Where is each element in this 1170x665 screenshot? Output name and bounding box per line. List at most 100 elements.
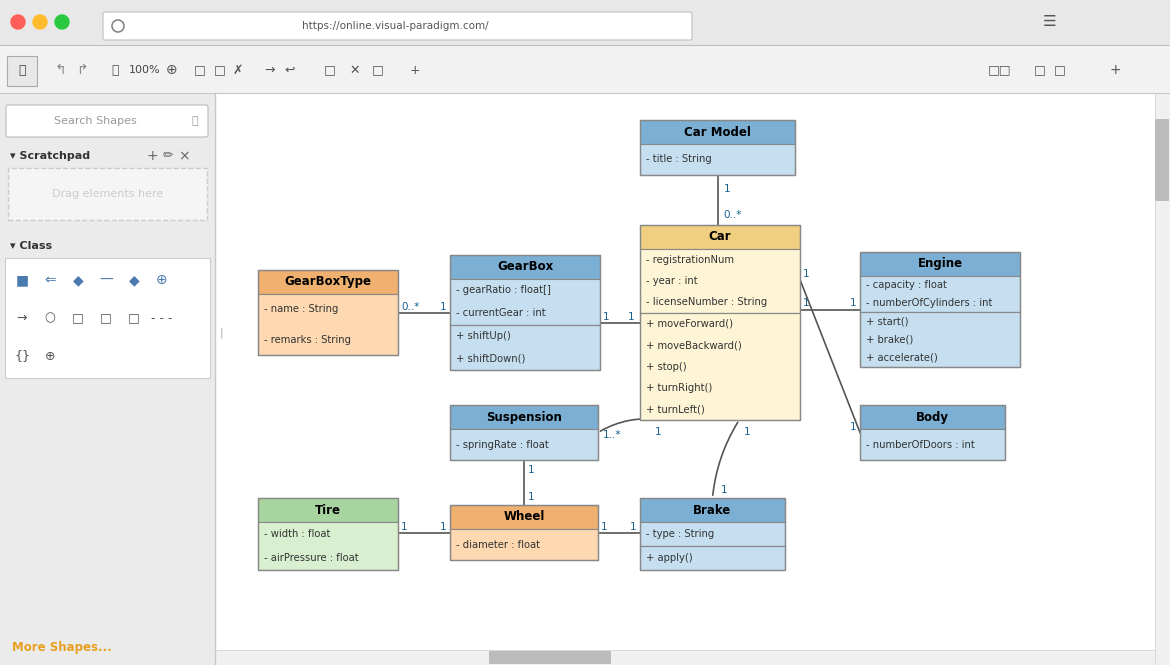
Text: +: + [146, 149, 158, 163]
Text: 💾: 💾 [19, 63, 26, 76]
Text: ○: ○ [44, 311, 55, 325]
Text: + turnRight(): + turnRight() [646, 383, 713, 393]
Text: 1: 1 [849, 299, 856, 309]
Text: + accelerate(): + accelerate() [866, 353, 937, 363]
Text: - numberOfCylinders : int: - numberOfCylinders : int [866, 299, 992, 309]
Text: + turnLeft(): + turnLeft() [646, 404, 704, 414]
Text: - numberOfDoors : int: - numberOfDoors : int [866, 440, 975, 450]
Text: - capacity : float: - capacity : float [866, 280, 947, 290]
Text: + brake(): + brake() [866, 334, 914, 344]
Circle shape [33, 15, 47, 29]
Bar [450, 255, 600, 370]
Text: ↩: ↩ [284, 63, 295, 76]
Text: 🔍: 🔍 [111, 63, 118, 76]
Circle shape [55, 15, 69, 29]
Text: https://online.visual-paradigm.com/: https://online.visual-paradigm.com/ [302, 21, 488, 31]
Text: Tire: Tire [315, 503, 340, 517]
Text: + stop(): + stop() [646, 362, 687, 372]
Bar [450, 529, 598, 560]
Text: |: | [219, 327, 222, 338]
Text: □: □ [372, 63, 384, 76]
Text: ◆: ◆ [73, 273, 83, 287]
Text: 1: 1 [723, 184, 730, 194]
Text: 100%: 100% [129, 65, 160, 75]
Text: GearBoxType: GearBoxType [284, 275, 372, 289]
Text: ⊕: ⊕ [44, 350, 55, 362]
Text: +: + [410, 63, 420, 76]
Text: 🔍: 🔍 [192, 116, 198, 126]
Bar [860, 252, 1020, 367]
Bar [450, 429, 598, 460]
Text: 1: 1 [849, 422, 856, 432]
Text: - remarks : String: - remarks : String [264, 334, 351, 344]
Text: 1: 1 [655, 427, 661, 437]
Text: Drag elements here: Drag elements here [51, 189, 163, 199]
Bar [640, 225, 800, 420]
Bar [259, 522, 398, 570]
Text: - springRate : float: - springRate : float [456, 440, 549, 450]
Text: 1: 1 [528, 492, 535, 502]
Text: ↰: ↰ [54, 63, 66, 77]
Text: - name : String: - name : String [264, 305, 338, 315]
Text: ✗: ✗ [233, 63, 243, 76]
FancyBboxPatch shape [489, 651, 611, 664]
Text: →: → [264, 63, 275, 76]
Text: 1: 1 [401, 521, 407, 531]
Text: 1: 1 [440, 521, 446, 531]
Bar [0, 45, 1170, 93]
Bar [450, 255, 600, 279]
Text: 0..*: 0..* [723, 210, 742, 220]
Text: - width : float: - width : float [264, 529, 330, 539]
Text: □: □ [214, 63, 226, 76]
Text: ▾ Class: ▾ Class [11, 241, 53, 251]
Bar [640, 120, 794, 175]
Text: - licenseNumber : String: - licenseNumber : String [646, 297, 768, 307]
Bar [1155, 93, 1170, 665]
Text: ⊕: ⊕ [166, 63, 178, 77]
Bar [640, 546, 785, 570]
Bar [640, 249, 800, 313]
Bar [640, 522, 785, 546]
Text: Car Model: Car Model [684, 126, 751, 138]
Text: 1: 1 [629, 521, 636, 531]
Bar [860, 313, 1020, 367]
Text: - type : String: - type : String [646, 529, 714, 539]
Text: - registrationNum: - registrationNum [646, 255, 734, 265]
Text: Wheel: Wheel [503, 511, 545, 523]
Text: ↱: ↱ [76, 63, 88, 77]
FancyBboxPatch shape [103, 12, 691, 40]
Text: Engine: Engine [917, 257, 963, 271]
Text: 1: 1 [528, 465, 535, 475]
Bar [259, 498, 398, 522]
Text: 1: 1 [627, 311, 634, 321]
Text: GearBox: GearBox [497, 261, 553, 273]
Text: →: → [16, 311, 27, 325]
Text: —: — [99, 273, 112, 287]
Text: - diameter : float: - diameter : float [456, 539, 541, 549]
Text: ✏: ✏ [163, 150, 173, 162]
Text: □: □ [129, 311, 140, 325]
Text: 1: 1 [721, 485, 727, 495]
Bar [450, 405, 598, 429]
Bar [5, 258, 209, 378]
Text: Brake: Brake [694, 503, 731, 517]
Bar [259, 270, 398, 294]
Bar [450, 325, 600, 370]
Text: 1: 1 [440, 301, 446, 311]
Bar [860, 252, 1020, 276]
Bar [215, 93, 1155, 650]
Text: ◆: ◆ [129, 273, 139, 287]
FancyBboxPatch shape [1155, 119, 1169, 201]
Text: □: □ [1054, 63, 1066, 76]
Text: - title : String: - title : String [646, 154, 711, 164]
Text: ☰: ☰ [1044, 15, 1057, 29]
Bar [0, 93, 215, 665]
Bar [450, 405, 598, 460]
Text: - gearRatio : float[]: - gearRatio : float[] [456, 285, 551, 295]
Text: Search Shapes: Search Shapes [54, 116, 137, 126]
Bar [860, 405, 1005, 429]
Text: + moveBackward(): + moveBackward() [646, 340, 742, 350]
Text: 1: 1 [803, 299, 810, 309]
Text: 1: 1 [603, 311, 610, 321]
Bar [259, 498, 398, 570]
